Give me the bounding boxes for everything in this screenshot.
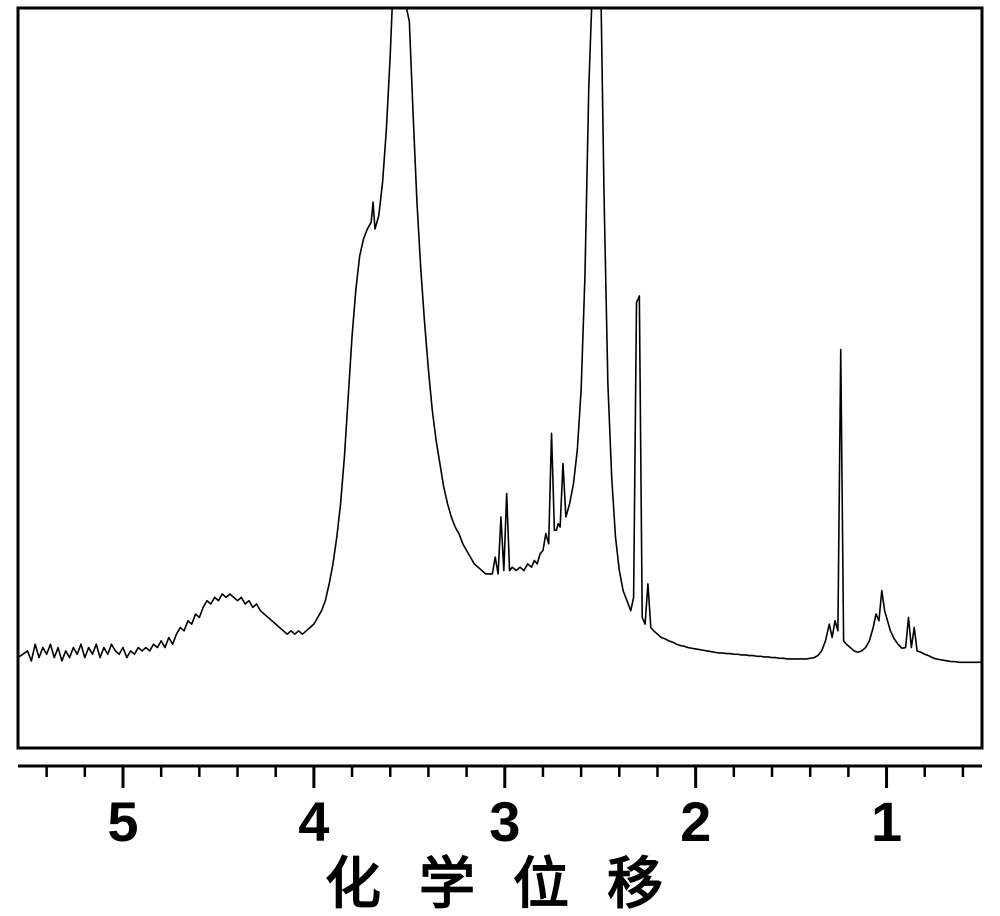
- x-tick-label: 2: [680, 790, 711, 853]
- nmr-spectrum-chart: 5 4 3 2 1 化 学 位 移: [0, 0, 1000, 916]
- x-tick-label: 1: [871, 790, 902, 853]
- x-axis-title: 化 学 位 移: [325, 854, 675, 916]
- x-tick-label: 5: [107, 790, 138, 853]
- x-tick-label: 3: [489, 790, 520, 853]
- chart-svg: 5 4 3 2 1 化 学 位 移: [0, 0, 1000, 916]
- x-tick-label: 4: [298, 790, 329, 853]
